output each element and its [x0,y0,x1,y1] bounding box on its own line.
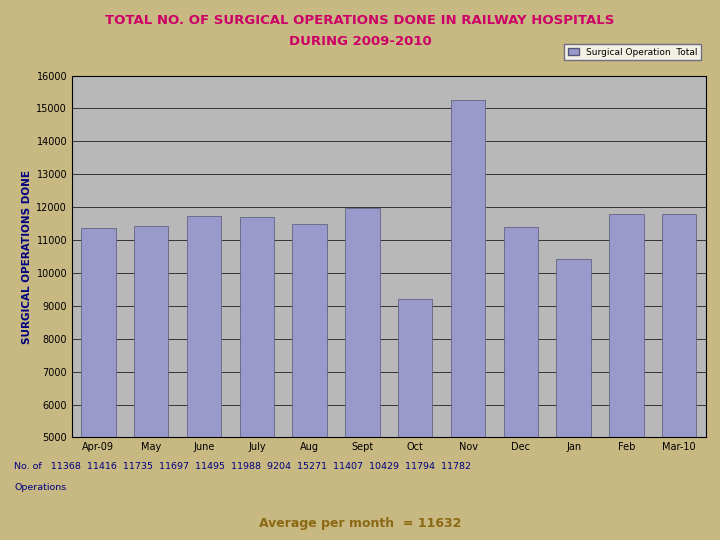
Text: DURING 2009-2010: DURING 2009-2010 [289,35,431,48]
Y-axis label: SURGICAL OPERATIONS DONE: SURGICAL OPERATIONS DONE [22,170,32,343]
Bar [609,214,644,540]
Text: TOTAL NO. OF SURGICAL OPERATIONS DONE IN RAILWAY HOSPITALS: TOTAL NO. OF SURGICAL OPERATIONS DONE IN… [105,14,615,26]
Bar [81,228,115,540]
Bar [504,227,538,540]
Bar [557,259,591,540]
Bar [346,207,379,540]
Bar [662,214,696,540]
Bar [451,99,485,540]
Text: Operations: Operations [14,483,67,492]
Bar [240,217,274,540]
Text: No. of   11368  11416  11735  11697  11495  11988  9204  15271  11407  10429  11: No. of 11368 11416 11735 11697 11495 119… [14,462,472,471]
Bar [292,224,327,540]
Bar [187,216,221,540]
Bar [398,299,432,540]
Legend: Surgical Operation  Total: Surgical Operation Total [564,44,701,60]
Text: Average per month  = 11632: Average per month = 11632 [258,517,462,530]
Bar [134,226,168,540]
